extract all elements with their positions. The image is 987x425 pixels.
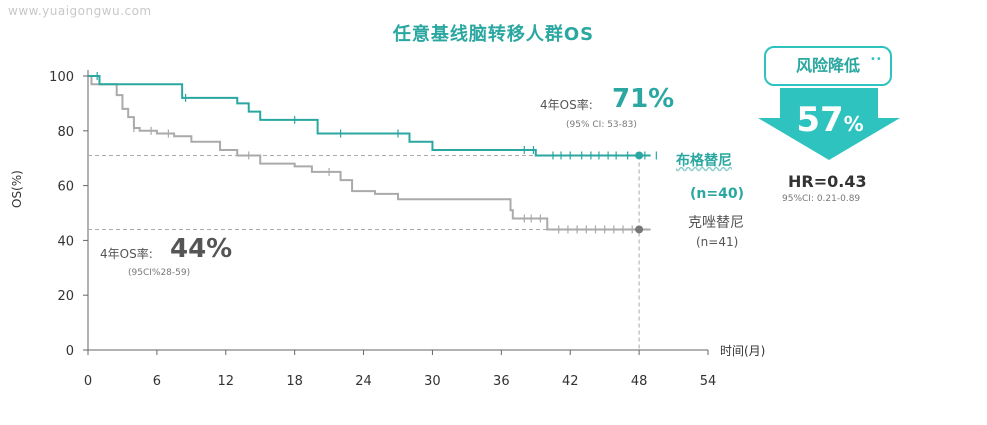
y-tick-label: 0 (66, 344, 74, 359)
teal-series-n: (n=40) (690, 186, 744, 202)
x-tick-label: 48 (631, 374, 648, 389)
chart-title: 任意基线脑转移人群OS (392, 24, 595, 45)
grey-series-name: 克唑替尼 (688, 215, 744, 231)
endpoint-dot (635, 225, 644, 234)
x-tick-label: 0 (84, 374, 92, 389)
x-tick-label: 54 (700, 374, 717, 389)
x-tick-label: 30 (424, 374, 441, 389)
risk-dots: •• (870, 54, 882, 65)
y-tick-label: 60 (57, 180, 74, 195)
hr-ci: 95%CI: 0.21-0.89 (782, 194, 861, 204)
y-tick-label: 100 (49, 70, 74, 85)
endpoint-dot (635, 151, 644, 160)
x-tick-label: 42 (562, 374, 579, 389)
x-tick-label: 24 (355, 374, 372, 389)
grey-ci-label: (95CI%28-59) (128, 268, 191, 278)
grey-rate-value: 44% (170, 234, 233, 264)
risk-reduction-box: 风险降低 (764, 46, 892, 86)
hr-label: HR=0.43 (788, 172, 867, 191)
teal-ci-label: (95% CI: 53-83) (566, 120, 637, 130)
x-axis-label: 时间(月) (720, 344, 766, 358)
risk-value-number: 57 (796, 100, 844, 140)
risk-arrow-shape (758, 88, 900, 160)
y-tick-label: 20 (57, 289, 74, 304)
series-line-1 (88, 75, 651, 231)
survival-curves (88, 72, 657, 234)
y-tick-label: 80 (57, 125, 74, 140)
x-tick-label: 18 (286, 374, 303, 389)
x-tick-label: 36 (493, 374, 510, 389)
series-line-0 (88, 75, 651, 157)
y-axis-label: OS(%) (10, 170, 24, 208)
teal-rate-value: 71% (612, 84, 675, 114)
reference-lines (88, 154, 640, 350)
grey-series-n: (n=41) (696, 235, 739, 249)
risk-value-unit: % (843, 112, 864, 136)
watermark: www.yuaigongwu.com (8, 4, 152, 18)
axes: 0 6 12 18 24 30 36 42 48 54 0 20 40 60 80 100 (49, 70, 716, 389)
risk-reduction-value: 57% (768, 100, 892, 140)
x-tick-label: 6 (153, 374, 161, 389)
y-tick-label: 40 (57, 234, 74, 249)
teal-rate-label: 4年OS率: (540, 98, 593, 112)
x-tick-label: 12 (218, 374, 235, 389)
risk-arrow (758, 88, 900, 160)
teal-series-name: 布格替尼 (676, 153, 732, 169)
grey-rate-label: 4年OS率: (100, 247, 153, 261)
